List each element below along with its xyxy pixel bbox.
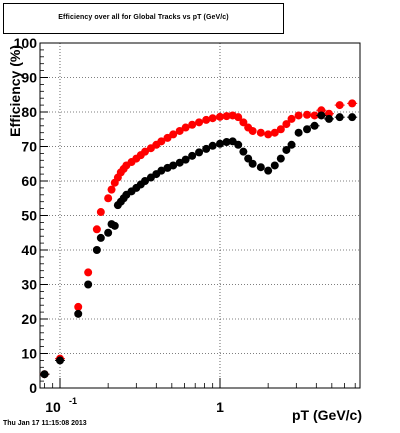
y-tick-label: 70 [21,139,37,155]
data-point [40,370,49,379]
y-tick-label: 20 [21,311,37,327]
data-point [181,155,190,164]
data-point [239,118,248,127]
data-point [264,130,273,139]
data-point [74,302,83,311]
data-point [104,194,113,203]
y-axis: 0 10 20 30 40 50 60 70 80 90 100 [14,35,48,396]
data-point [169,130,178,139]
data-point [276,125,285,134]
data-point [303,110,312,119]
title-box: Efficiency over all for Global Tracks vs… [3,3,284,34]
data-point [276,154,285,163]
data-point [188,120,197,129]
data-point [310,111,319,120]
data-point [175,158,184,167]
data-point [84,280,93,289]
data-point [181,123,190,132]
data-point [348,113,357,122]
data-point [256,163,265,172]
y-axis-label: Efficiency (%) [7,45,23,137]
chart-title: Efficiency over all for Global Tracks vs… [58,14,229,21]
x-tick-label: 1 [216,399,224,415]
data-point [303,125,312,134]
data-marks [39,99,358,379]
data-point [175,126,184,135]
data-point [208,141,217,150]
data-point [195,148,204,157]
data-point [317,111,326,120]
x-tick-label-exponent: -1 [69,396,77,406]
data-point [208,114,217,123]
data-point [335,113,344,122]
data-point [96,208,105,217]
data-point [84,268,93,277]
data-point [234,140,243,149]
data-point [310,121,319,130]
data-point [282,145,291,154]
data-point [264,166,273,175]
y-tick-label: 0 [29,380,37,396]
data-point [270,161,279,170]
data-point [222,112,231,121]
y-tick-label: 60 [21,173,37,189]
y-tick-label: 10 [21,346,37,362]
data-point [256,128,265,137]
data-point [294,128,303,137]
y-tick-label: 80 [21,104,37,120]
data-point [74,309,83,318]
y-tick-label: 50 [21,208,37,224]
data-point [335,101,344,110]
x-axis: 10 -1 1 [44,378,356,415]
data-point [324,114,333,123]
data-point [55,356,64,365]
data-point [234,113,243,122]
grid [40,43,360,388]
data-point [248,126,257,135]
x-axis-label: pT (GeV/c) [292,407,362,423]
data-point [244,154,253,163]
data-point [110,221,119,230]
y-tick-label: 100 [14,35,38,51]
series-red [39,99,358,379]
data-point [195,118,204,127]
y-tick-label: 90 [21,70,37,86]
data-point [141,177,150,185]
data-point [141,147,150,156]
x-tick-label: 10 [45,399,61,415]
data-point [215,112,224,121]
data-point [287,140,296,149]
data-point [270,128,279,137]
data-point [107,185,116,194]
data-point [92,246,101,254]
data-point [188,151,197,160]
series-black [39,111,358,379]
data-point [169,161,178,170]
data-point [294,111,303,120]
data-point [157,166,166,175]
data-point [287,114,296,123]
data-point [104,228,113,237]
data-point [348,99,357,108]
data-point [282,120,291,129]
data-point [202,144,211,153]
data-point [248,159,257,168]
data-point [92,225,101,234]
timestamp: Thu Jan 17 11:15:08 2013 [3,420,87,427]
data-point [239,147,248,156]
data-point [96,233,105,242]
data-point [202,115,211,124]
y-tick-label: 30 [21,277,37,293]
data-point [157,137,166,146]
data-point [222,138,231,147]
y-tick-label: 40 [21,242,37,258]
data-point [215,139,224,148]
